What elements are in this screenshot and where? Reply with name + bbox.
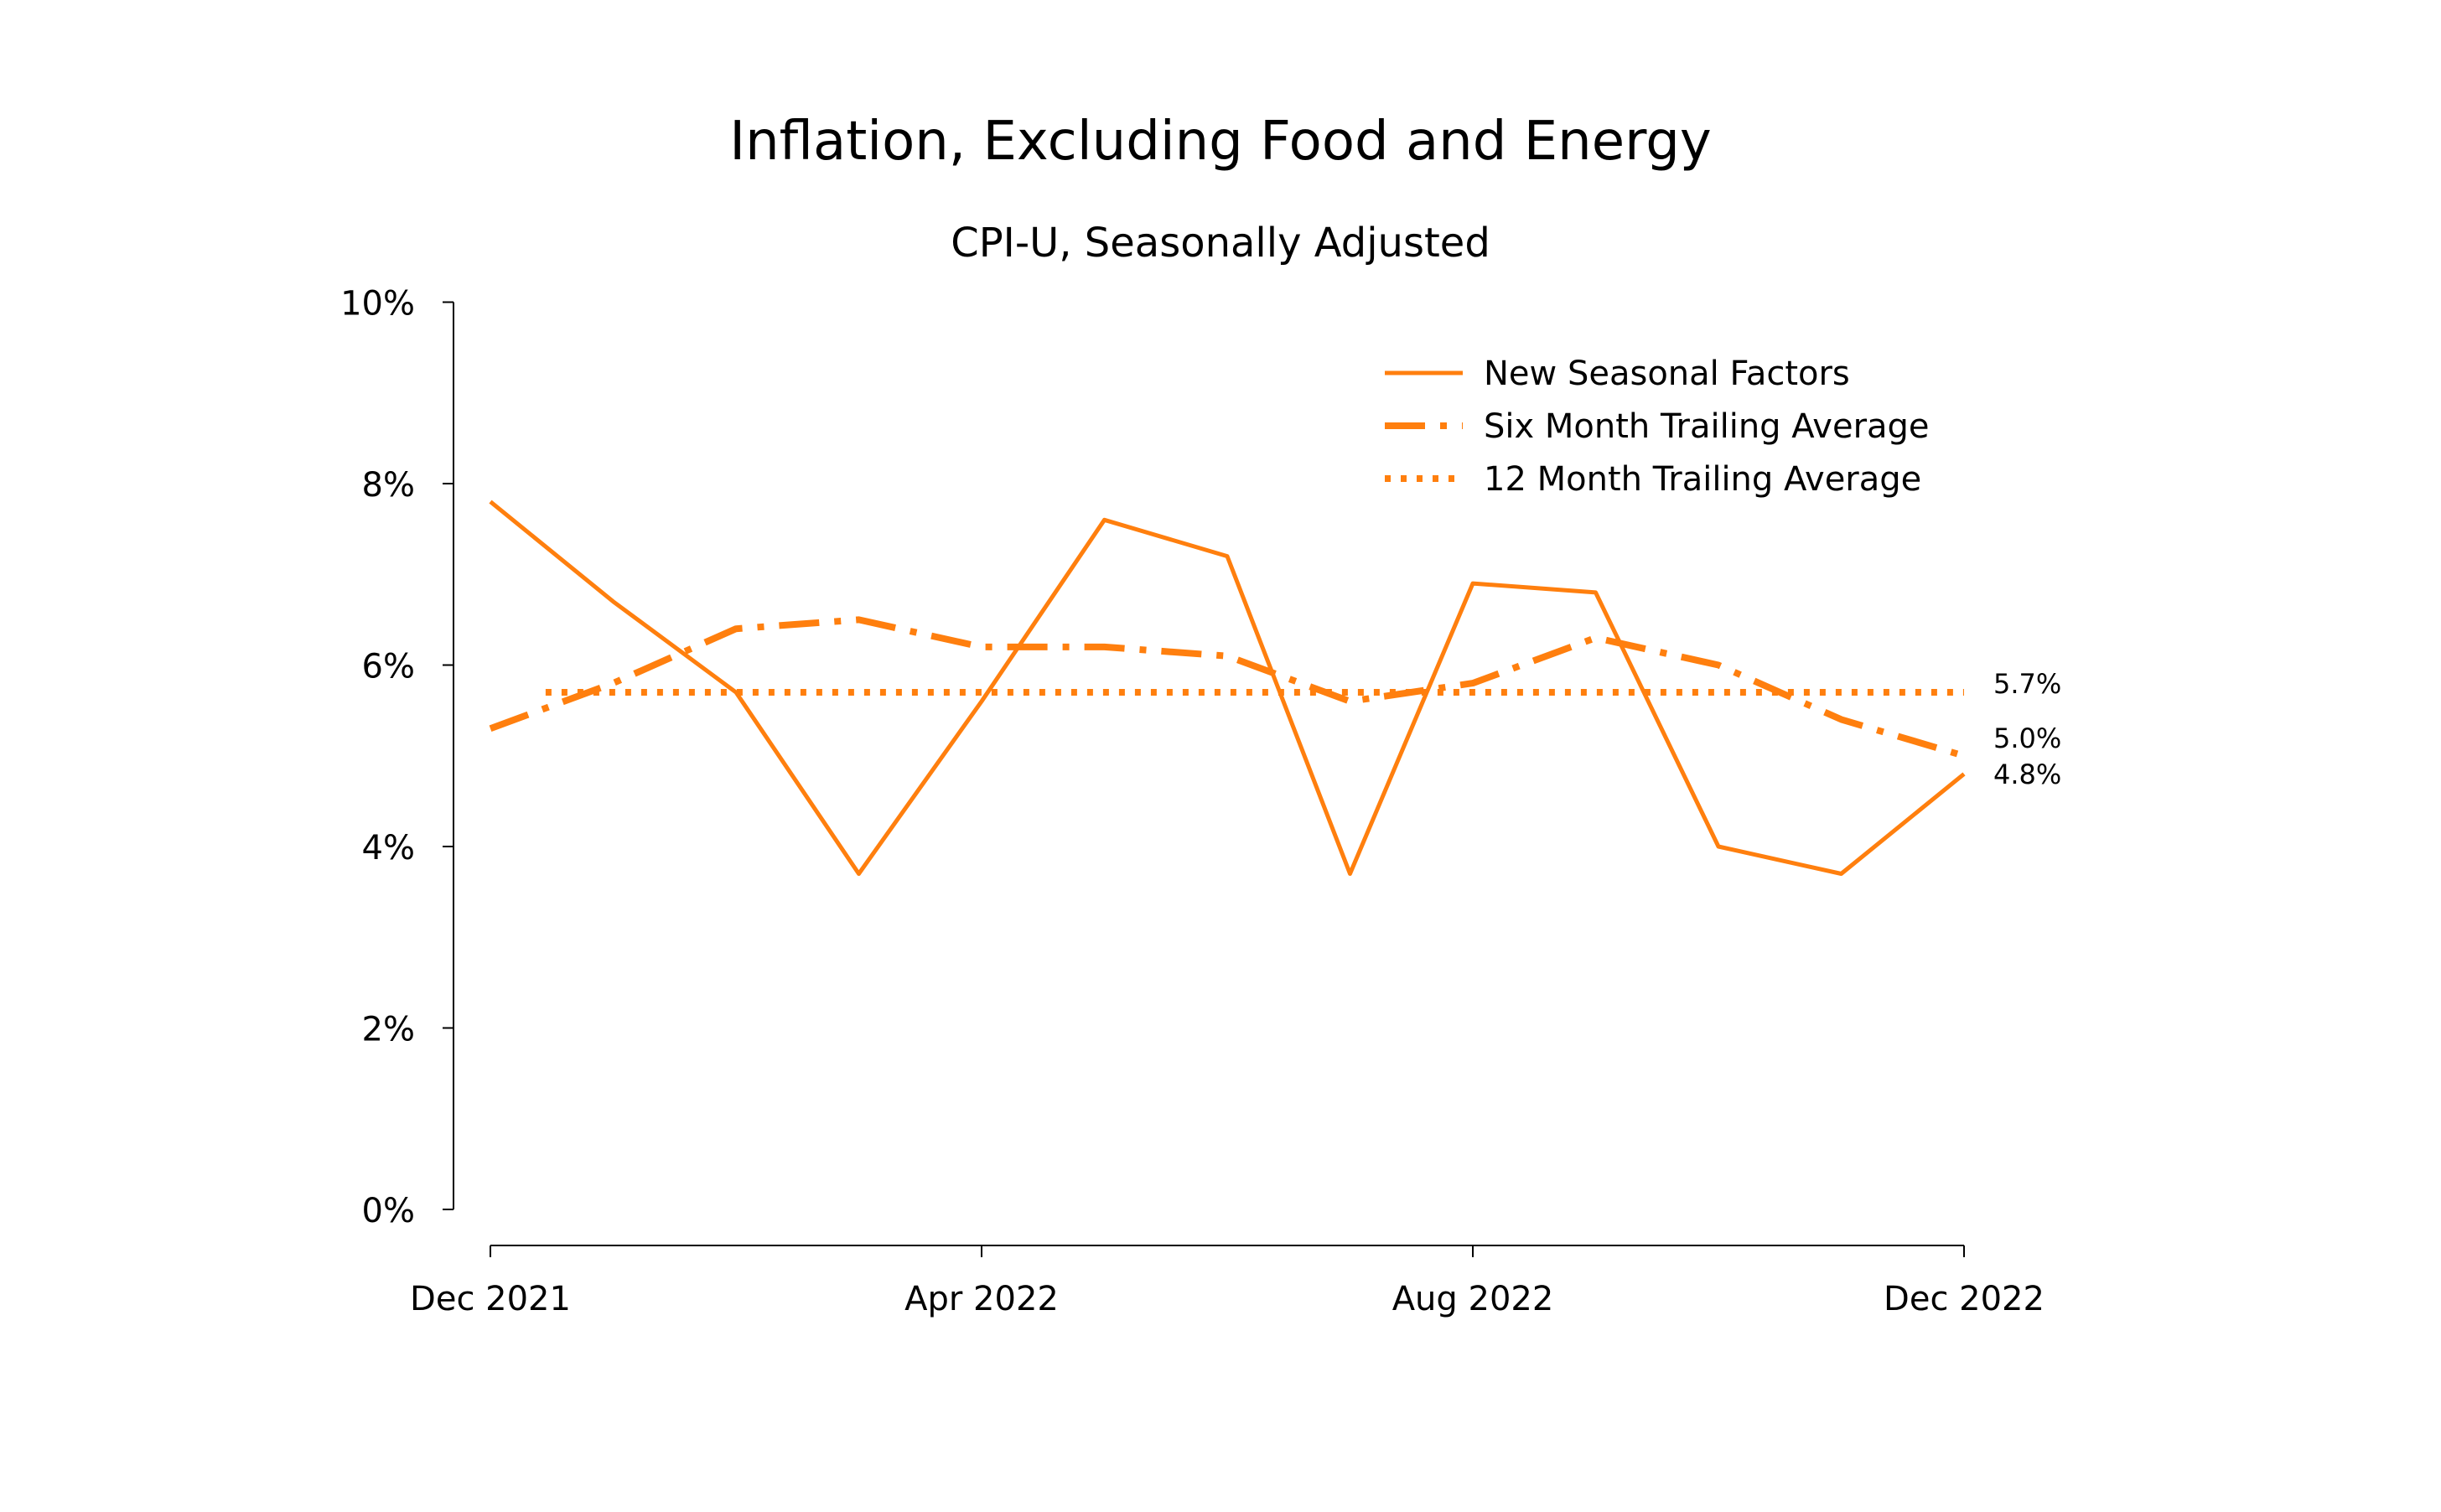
end-label-series-1: 4.8% [1993,759,2061,790]
y-tick-label: 2% [362,1011,415,1049]
series-line-1 [489,500,1966,876]
y-tick-label: 10% [340,285,415,324]
chart-title: Inflation, Excluding Food and Energy [729,111,1712,173]
y-tick-label: 0% [362,1192,415,1230]
legend-label-3: 12 Month Trailing Average [1484,460,1921,499]
series-layer [489,500,1966,876]
legend-label-1: New Seasonal Factors [1484,355,1850,393]
end-label-series-3: 5.7% [1993,668,2061,700]
y-tick-label: 8% [362,466,415,505]
y-tick-label: 4% [362,829,415,867]
legend: New Seasonal Factors Six Month Trailing A… [1385,355,1930,499]
x-tick-label: Dec 2022 [1884,1280,2045,1318]
x-tick-label: Aug 2022 [1392,1280,1554,1318]
x-tick-label: Apr 2022 [904,1280,1059,1318]
legend-label-2: Six Month Trailing Average [1484,407,1930,446]
y-tick-label: 6% [362,648,415,686]
end-label-series-2: 5.0% [1993,722,2061,754]
chart-subtitle: CPI-U, Seasonally Adjusted [951,220,1490,267]
end-labels: 4.8% 5.0% 5.7% [1993,668,2061,790]
series-line-2 [489,616,1966,759]
axes: 0% 2% 4% 6% 8% 10% Dec 2021 Apr 2022 Aug 2022 Dec… [340,285,2045,1319]
x-tick-label: Dec 2021 [410,1280,571,1318]
